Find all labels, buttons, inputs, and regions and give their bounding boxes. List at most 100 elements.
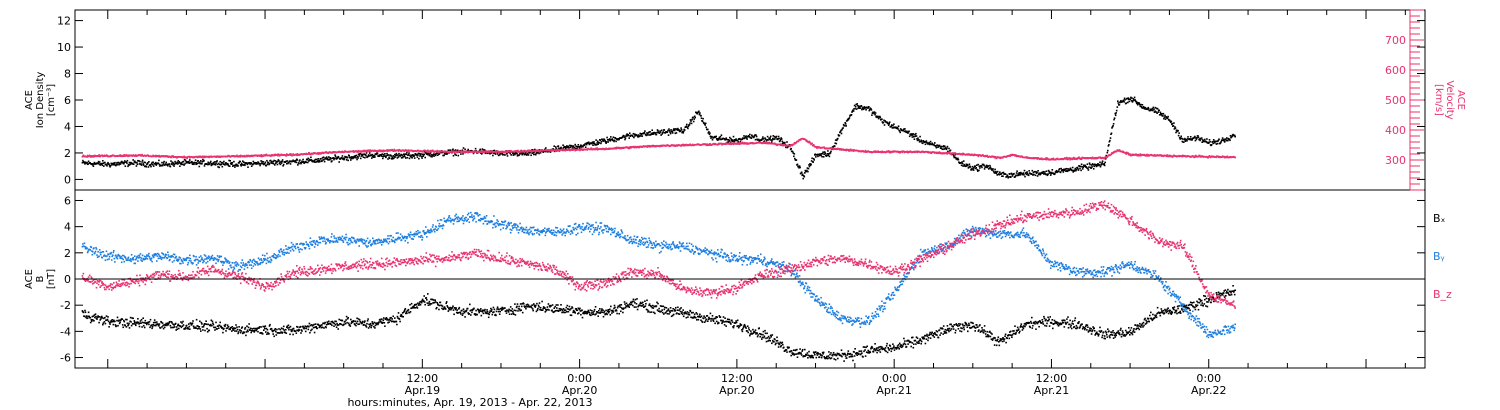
- data-point: [660, 129, 663, 132]
- data-point: [256, 155, 259, 157]
- data-point: [881, 150, 884, 153]
- data-point: [388, 157, 391, 160]
- data-point: [143, 165, 146, 168]
- data-point: [1066, 170, 1069, 173]
- data-point: [221, 327, 224, 329]
- data-point: [117, 324, 119, 327]
- data-point: [1033, 173, 1035, 176]
- data-point: [918, 141, 921, 143]
- data-point: [249, 163, 251, 165]
- data-point: [246, 162, 248, 164]
- data-point: [346, 321, 348, 324]
- data-point: [1044, 158, 1047, 160]
- data-point: [555, 146, 557, 148]
- data-point: [92, 165, 95, 167]
- data-point: [266, 163, 269, 166]
- data-point: [371, 321, 374, 323]
- data-point: [892, 127, 895, 129]
- data-point: [887, 124, 890, 126]
- data-point: [1223, 141, 1226, 143]
- data-point: [903, 128, 905, 130]
- data-point: [124, 155, 126, 157]
- data-point: [731, 139, 733, 141]
- data-point: [784, 144, 786, 146]
- data-point: [826, 154, 828, 157]
- data-point: [812, 161, 814, 163]
- data-point: [1095, 156, 1098, 159]
- data-point: [1139, 154, 1141, 157]
- data-point: [942, 145, 945, 147]
- data-point: [1090, 157, 1093, 160]
- data-point: [697, 111, 700, 113]
- data-point: [1170, 120, 1173, 123]
- data-point: [941, 148, 944, 151]
- data-point: [242, 164, 245, 166]
- data-point: [253, 163, 255, 165]
- data-point: [715, 138, 718, 140]
- data-point: [935, 145, 937, 148]
- data-point: [1090, 164, 1093, 166]
- data-point: [155, 154, 158, 157]
- data-point: [337, 156, 340, 159]
- data-point: [662, 131, 664, 133]
- data-point: [842, 127, 844, 129]
- data-point: [89, 321, 92, 324]
- data-point: [201, 326, 204, 328]
- data-point: [224, 325, 226, 327]
- data-point: [836, 139, 838, 142]
- data-point: [750, 137, 753, 139]
- data-point: [384, 153, 386, 155]
- data-point: [171, 162, 173, 165]
- data-point: [1186, 140, 1188, 142]
- data-point: [1215, 156, 1218, 159]
- data-point: [977, 170, 979, 172]
- data-point: [92, 315, 95, 317]
- data-point: [1123, 97, 1126, 100]
- data-point: [1217, 139, 1220, 142]
- data-point: [707, 128, 709, 131]
- data-point: [898, 130, 901, 132]
- data-point: [113, 163, 115, 166]
- data-point: [879, 115, 881, 118]
- data-point: [1066, 156, 1068, 159]
- data-point: [464, 152, 466, 154]
- data-point: [579, 147, 581, 149]
- data-point: [1103, 164, 1106, 167]
- data-point: [1074, 169, 1076, 171]
- data-point: [309, 159, 312, 162]
- data-point: [188, 155, 191, 158]
- data-point: [116, 163, 119, 166]
- data-point: [915, 132, 917, 135]
- data-point: [892, 151, 895, 153]
- data-point: [419, 155, 421, 157]
- data-point: [148, 323, 150, 326]
- data-point: [186, 326, 189, 329]
- data-point: [859, 107, 862, 109]
- data-point: [495, 151, 498, 154]
- data-point: [302, 158, 304, 161]
- data-point: [145, 166, 148, 168]
- data-point: [1045, 173, 1047, 176]
- data-point: [227, 325, 230, 328]
- data-point: [589, 148, 592, 151]
- data-point: [1065, 167, 1068, 170]
- data-point: [372, 323, 375, 325]
- data-point: [675, 128, 677, 130]
- data-point: [131, 317, 133, 319]
- data-point: [239, 156, 241, 158]
- data-point: [177, 324, 179, 327]
- data-point: [833, 145, 836, 147]
- data-point: [1165, 155, 1168, 158]
- data-point: [140, 155, 143, 157]
- data-point: [877, 117, 880, 120]
- data-point: [505, 151, 508, 153]
- data-point: [811, 157, 813, 160]
- data-point: [1060, 169, 1063, 172]
- data-point: [956, 158, 959, 161]
- data-point: [151, 161, 153, 164]
- data-point: [864, 107, 867, 109]
- data-point: [1111, 126, 1114, 128]
- data-point: [686, 123, 688, 126]
- data-point: [732, 139, 734, 142]
- data-point: [366, 322, 368, 325]
